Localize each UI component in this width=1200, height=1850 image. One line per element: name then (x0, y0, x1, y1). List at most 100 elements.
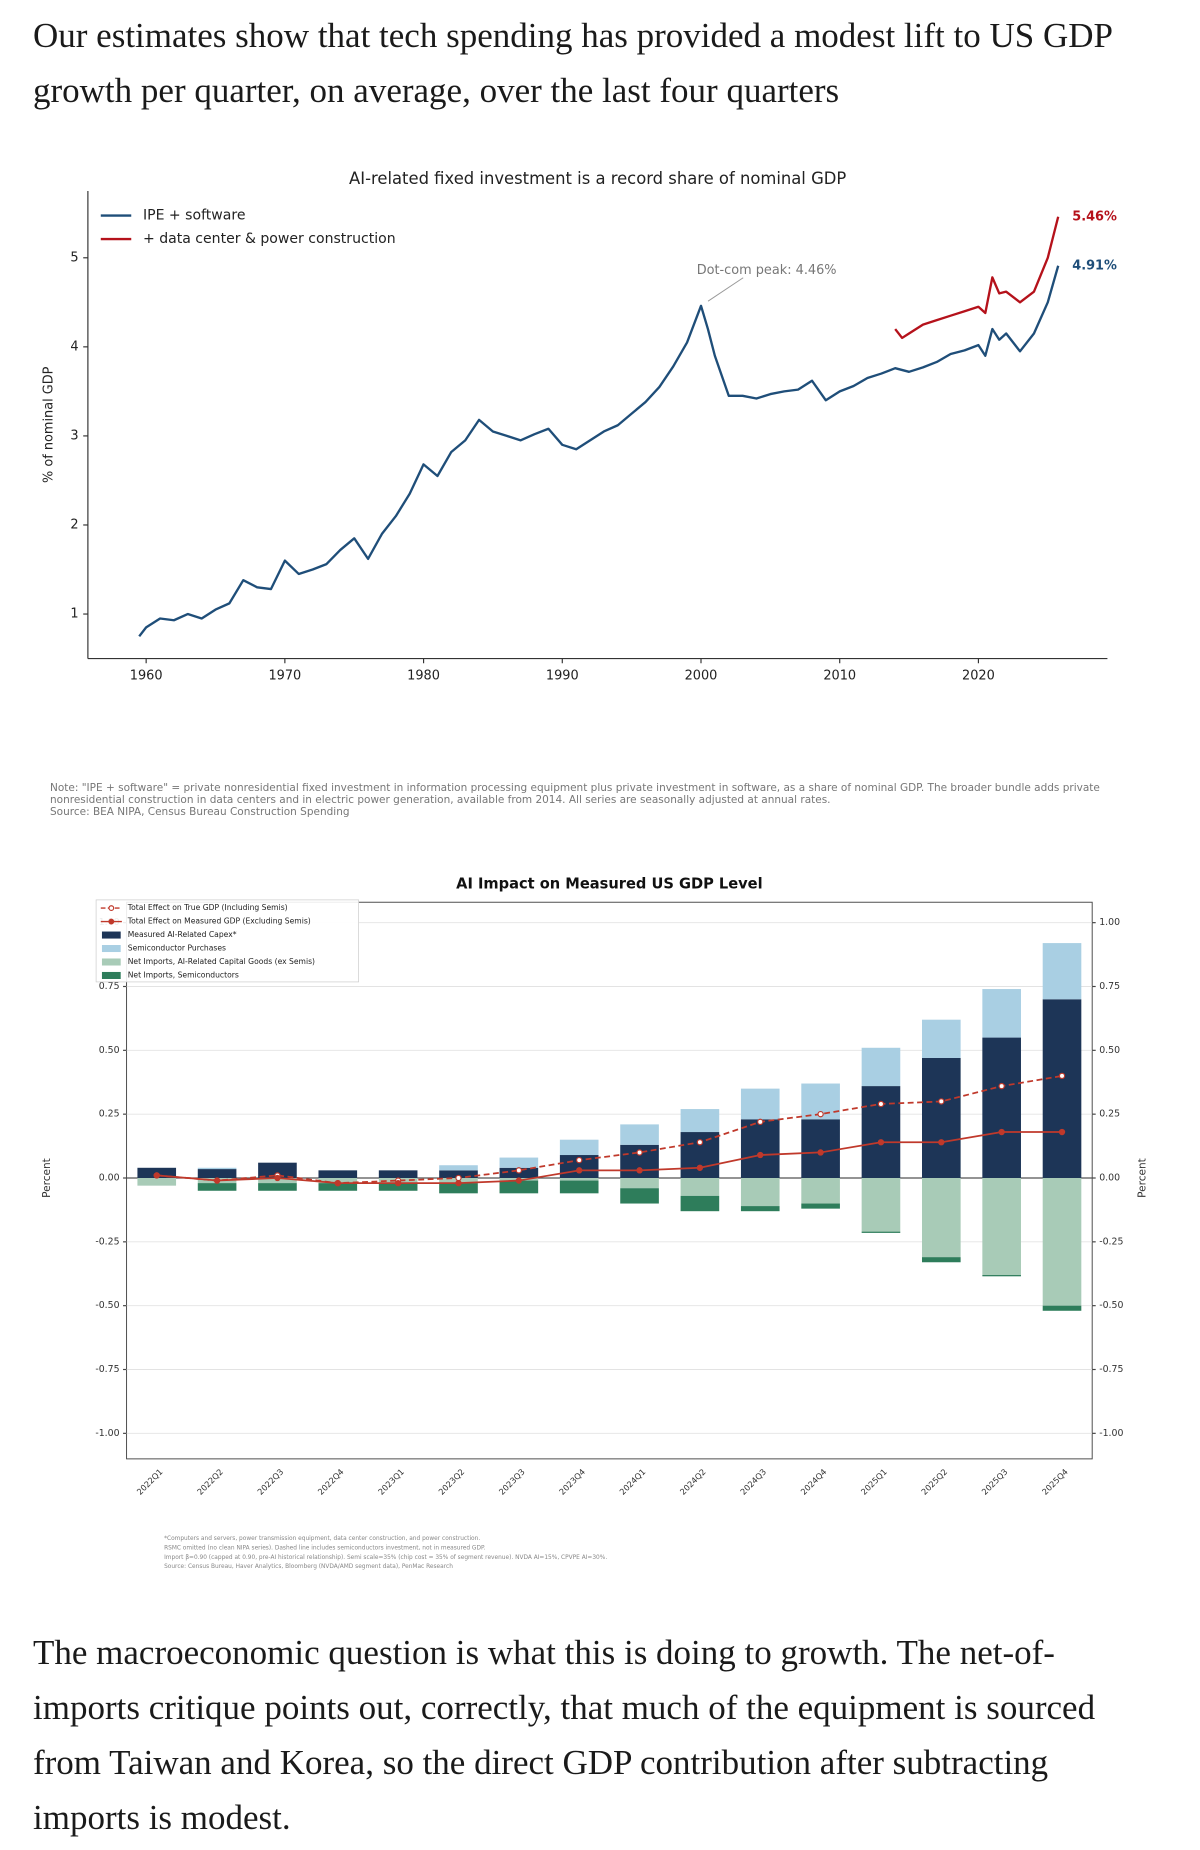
bar-segment (680, 1109, 720, 1133)
y-axis-label: % of nominal GDP (42, 366, 57, 483)
end-label: 5.46% (1072, 209, 1117, 224)
legend-label: + data center & power construction (143, 231, 396, 247)
bar-segment (318, 1170, 358, 1179)
bar-segment (439, 1165, 478, 1171)
chart-note-block: Note: "IPE + software" = private nonresi… (50, 782, 1150, 818)
bar-segment (982, 989, 1021, 1038)
y-tick-label: 0.25 (99, 1109, 120, 1120)
y2-tick-label: 0.75 (1099, 981, 1120, 992)
x-tick-label: 2023Q2 (436, 1467, 466, 1497)
body-paragraph: The macroeconomic question is what this … (33, 1633, 1096, 1837)
y-tick-label: 2 (70, 517, 78, 532)
x-tick-label: 2022Q2 (195, 1467, 225, 1497)
bar-segment (982, 1178, 1021, 1276)
bar-segment (921, 1178, 961, 1258)
bar-segment (740, 1088, 780, 1120)
x-tick-label: 2024Q2 (678, 1467, 708, 1497)
series-line (156, 1075, 1063, 1185)
series-marker (394, 1179, 402, 1187)
legend-box (95, 899, 359, 983)
series-marker (998, 1128, 1005, 1136)
x-tick-label: 2024Q4 (798, 1467, 828, 1497)
bar-segment (559, 1178, 599, 1181)
legend-swatch (101, 958, 121, 966)
x-tick-label: 2010 (823, 669, 856, 684)
x-tick-label: 2025Q4 (1040, 1467, 1070, 1497)
legend-marker (108, 918, 115, 925)
legend-label: Semiconductor Purchases (128, 944, 226, 953)
series-marker (455, 1174, 462, 1182)
bar-segment (861, 1231, 901, 1233)
y2-tick-label: 0.50 (1099, 1045, 1120, 1056)
series-marker (455, 1179, 462, 1187)
bar-segment (378, 1183, 418, 1191)
legend-label: Total Effect on True GDP (Including Semi… (127, 903, 288, 912)
legend-label: Net Imports, AI-Related Capital Goods (e… (128, 957, 315, 966)
bar-segment (197, 1183, 237, 1191)
bar-segment (1042, 1305, 1082, 1311)
bar-segment (982, 1037, 1021, 1179)
footnote: *Computers and servers, power transmissi… (164, 1536, 480, 1542)
series-marker (576, 1167, 583, 1174)
bar-segment (559, 1180, 599, 1194)
y2-tick-label: 0.00 (1099, 1173, 1120, 1184)
y2-tick-label: -0.75 (1099, 1364, 1123, 1375)
y-tick-label: -0.25 (95, 1236, 119, 1247)
x-tick-label: 2000 (685, 669, 718, 684)
chart-title: AI-related fixed investment is a record … (349, 169, 846, 188)
headline: Our estimates show that tech spending ha… (33, 16, 1112, 110)
bar-segment (137, 1178, 177, 1186)
bar-segment (499, 1157, 539, 1168)
bar-chart: -1.00 -1.00 -0.75 -0.75 -0.50 -0.50 -0.25 -0.25… (41, 876, 1149, 1571)
legend-label: Net Imports, Semiconductors (128, 970, 239, 979)
y2-tick-label: -0.25 (1099, 1236, 1123, 1247)
y2-tick-label: -1.00 (1099, 1428, 1123, 1439)
series-marker (817, 1149, 824, 1156)
bar-segment (197, 1167, 237, 1170)
y-tick-label: 5 (70, 250, 78, 265)
bar-segment (921, 1019, 961, 1058)
series-marker (938, 1098, 945, 1105)
bar-segment (861, 1178, 901, 1232)
bar-segment (921, 1057, 961, 1179)
bar-segment (439, 1170, 478, 1179)
bar-segment (378, 1170, 418, 1179)
series-marker (576, 1156, 583, 1164)
x-tick-label: 2023Q4 (557, 1467, 587, 1497)
bar-segment (620, 1124, 659, 1145)
bar-segment (982, 1275, 1021, 1277)
y-tick-label: -1.00 (95, 1428, 119, 1439)
bar-segment (861, 1047, 901, 1087)
annotation: Dot-com peak: 4.46% (697, 263, 837, 278)
footnote: RSMC omitted (no clean NIPA series). Das… (164, 1545, 486, 1551)
bar-segment (620, 1178, 659, 1189)
end-label: 4.91% (1072, 258, 1117, 273)
y2-tick-label: -0.50 (1099, 1300, 1123, 1311)
bar-segment (258, 1162, 297, 1179)
bar-segment (258, 1183, 297, 1191)
series-line (156, 1131, 1063, 1185)
x-tick-label: 2022Q3 (255, 1467, 285, 1497)
chart-note: Note: "IPE + software" = private nonresi… (50, 782, 1100, 806)
y-tick-label: 0.75 (99, 981, 120, 992)
series-marker (636, 1167, 643, 1174)
bar-segment (740, 1206, 780, 1212)
x-tick-label: 2025Q3 (979, 1467, 1009, 1497)
bar-segment (740, 1119, 780, 1179)
y-tick-label: 3 (70, 428, 78, 443)
bar-segment (740, 1178, 780, 1207)
bar-segment (318, 1183, 358, 1191)
annotation-pointer (707, 277, 744, 302)
y-tick-label: 0.50 (99, 1045, 120, 1056)
bar-segment (680, 1178, 720, 1196)
legend-swatch (101, 931, 121, 939)
y2-tick-label: 1.00 (1099, 917, 1120, 928)
line-chart: 1 2 3 4 5 1960 1970 1980 1990 2000 2010 2020 AI-rela… (42, 169, 1117, 684)
series-marker (274, 1174, 281, 1182)
footnote: Source: Census Bureau, Haver Analytics, … (164, 1564, 453, 1570)
x-tick-label: 2025Q1 (859, 1467, 889, 1497)
series-marker (998, 1082, 1005, 1090)
legend-label: Total Effect on Measured GDP (Excluding … (127, 917, 311, 926)
x-tick-label: 2024Q1 (617, 1467, 647, 1497)
